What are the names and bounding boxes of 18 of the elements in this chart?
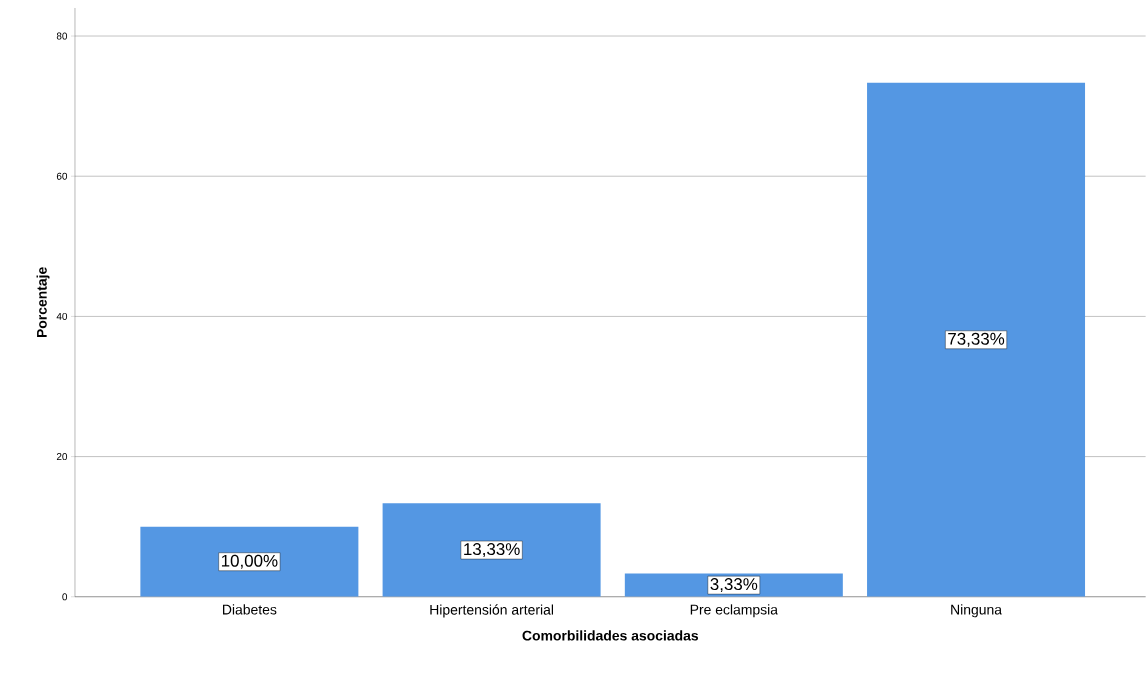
y-tick-label: 80 <box>56 32 68 40</box>
x-tick-label: Hipertensión arterial <box>430 604 554 618</box>
bar <box>382 503 601 597</box>
y-tick-label: 40 <box>56 312 68 321</box>
x-tick-label: Ninguna <box>951 604 1003 618</box>
y-tick-label: 60 <box>56 172 68 180</box>
data-label: 73,33% <box>948 332 1005 347</box>
y-axis-title: Porcentaje <box>36 267 50 338</box>
bar <box>867 82 1086 597</box>
y-tick-label: 0 <box>62 593 68 601</box>
data-label: 13,33% <box>464 543 520 558</box>
x-tick-label: Pre eclampsia <box>690 604 778 618</box>
y-tick-label: 20 <box>56 453 68 461</box>
data-label: 3,33% <box>710 578 758 593</box>
x-axis-title: Comorbilidades asociadas <box>522 630 699 641</box>
x-tick-label: Diabetes <box>223 604 277 615</box>
data-label: 10,00% <box>221 554 278 569</box>
bar <box>140 526 359 597</box>
